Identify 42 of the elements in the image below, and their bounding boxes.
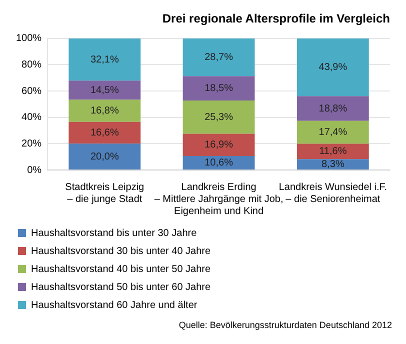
data-label: 8,3%: [322, 159, 344, 170]
y-tick-label: 60%: [22, 86, 42, 97]
data-label: 20,0%: [90, 151, 119, 162]
data-label: 18,5%: [204, 83, 234, 94]
data-label: 32,1%: [90, 54, 119, 66]
bar: [296, 144, 369, 160]
data-label: 18,8%: [318, 103, 348, 114]
bar: [68, 80, 141, 100]
bar: [182, 76, 255, 101]
legend-label: Haushaltsvorstand 40 bis unter 50 Jahre: [31, 264, 211, 275]
bar: [182, 100, 255, 134]
chart-title: Drei regionale Altersprofile im Vergleich: [162, 12, 390, 26]
data-label: 17,4%: [318, 127, 348, 138]
y-tick-label: 80%: [22, 59, 42, 70]
legend-label: Haushaltsvorstand 30 bis unter 40 Jahre: [31, 246, 211, 257]
data-label: 16,8%: [90, 106, 119, 117]
y-tick-label: 0%: [27, 164, 42, 176]
data-label: 25,3%: [204, 112, 234, 123]
data-label: 16,6%: [90, 128, 119, 139]
bar: [182, 134, 255, 156]
bar: [182, 38, 255, 76]
bar: [68, 144, 141, 170]
legend-label: Haushaltsvorstand 50 bis unter 60 Jahre: [31, 282, 211, 293]
legend-label: Haushaltsvorstand 60 Jahre und älter: [31, 300, 198, 311]
data-label: 28,7%: [204, 52, 234, 64]
y-tick-label: 40%: [22, 112, 42, 124]
y-tick-label: 100%: [16, 33, 42, 44]
data-label: 10,6%: [204, 158, 234, 169]
bar: [296, 38, 369, 96]
legend-label: Haushaltsvorstand bis unter 30 Jahre: [31, 228, 198, 239]
source-note: Quelle: Bevölkerungsstrukturdaten Deutschland 2012: [178, 320, 393, 330]
bar: [296, 120, 369, 144]
data-label: 14,5%: [90, 84, 119, 96]
data-label: 16,9%: [204, 140, 234, 151]
data-label: 11,6%: [319, 146, 347, 158]
bar: [296, 96, 369, 121]
bar: [68, 38, 141, 81]
y-tick-label: 20%: [22, 138, 42, 150]
data-label: 43,9%: [318, 62, 348, 74]
bar: [68, 100, 141, 122]
x-tick-label: Stadtkreis Leipzig – die junge Stadt: [65, 182, 144, 205]
bar: [68, 122, 141, 144]
